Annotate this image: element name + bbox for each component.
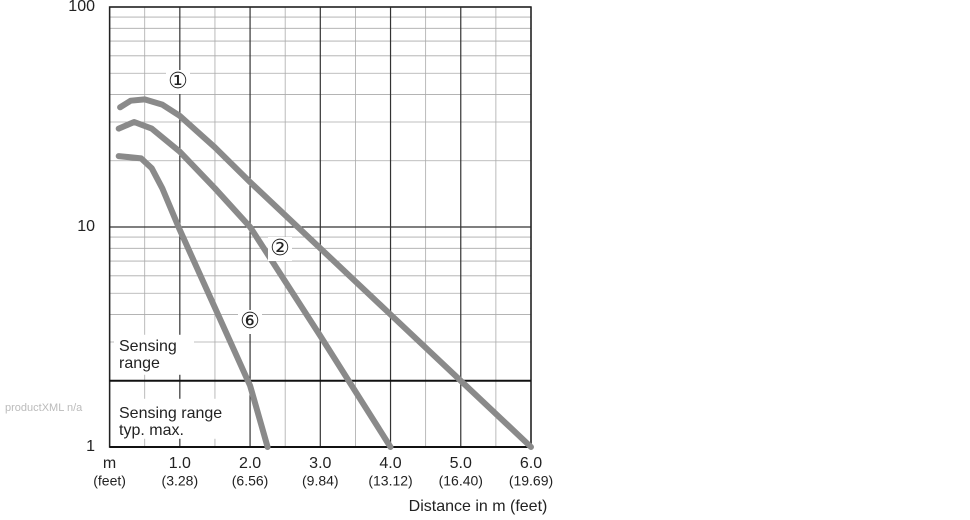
threshold-label: typ. max. [119,422,184,439]
y-tick-label: 1 [86,438,95,455]
x-tick-sublabel: (3.28) [162,473,199,489]
x-tick-sublabel: (feet) [93,473,126,489]
label-bg [114,334,194,375]
label-bg [166,70,190,94]
x-tick-label: 4.0 [379,455,401,472]
x-tick-label: m [103,455,116,472]
x-tick-sublabel: (13.12) [368,473,412,489]
label-bg [268,237,292,261]
series-label: ⑥ [240,309,260,334]
x-tick-label: 1.0 [169,455,191,472]
threshold-label: Sensing range [119,405,222,422]
x-tick-label: 6.0 [520,455,542,472]
y-tick-label: 100 [68,0,95,15]
x-tick-label: 3.0 [309,455,331,472]
line-series [115,119,394,450]
threshold-label: range [119,355,160,372]
line-series [115,153,271,450]
x-tick-label: 5.0 [450,455,472,472]
line-series [117,96,534,450]
series-label: ② [270,236,290,261]
y-tick-label: 10 [77,218,95,235]
series-label: ① [168,69,188,94]
x-tick-sublabel: (19.69) [509,473,553,489]
label-bg [114,398,239,439]
x-axis-label: Distance in m (feet) [409,498,548,515]
x-tick-sublabel: (9.84) [302,473,339,489]
x-tick-sublabel: (6.56) [232,473,269,489]
x-tick-label: 2.0 [239,455,261,472]
threshold-label: Sensing [119,338,177,355]
watermark: productXML n/a [5,402,83,414]
x-tick-sublabel: (16.40) [439,473,483,489]
label-bg [238,310,262,334]
